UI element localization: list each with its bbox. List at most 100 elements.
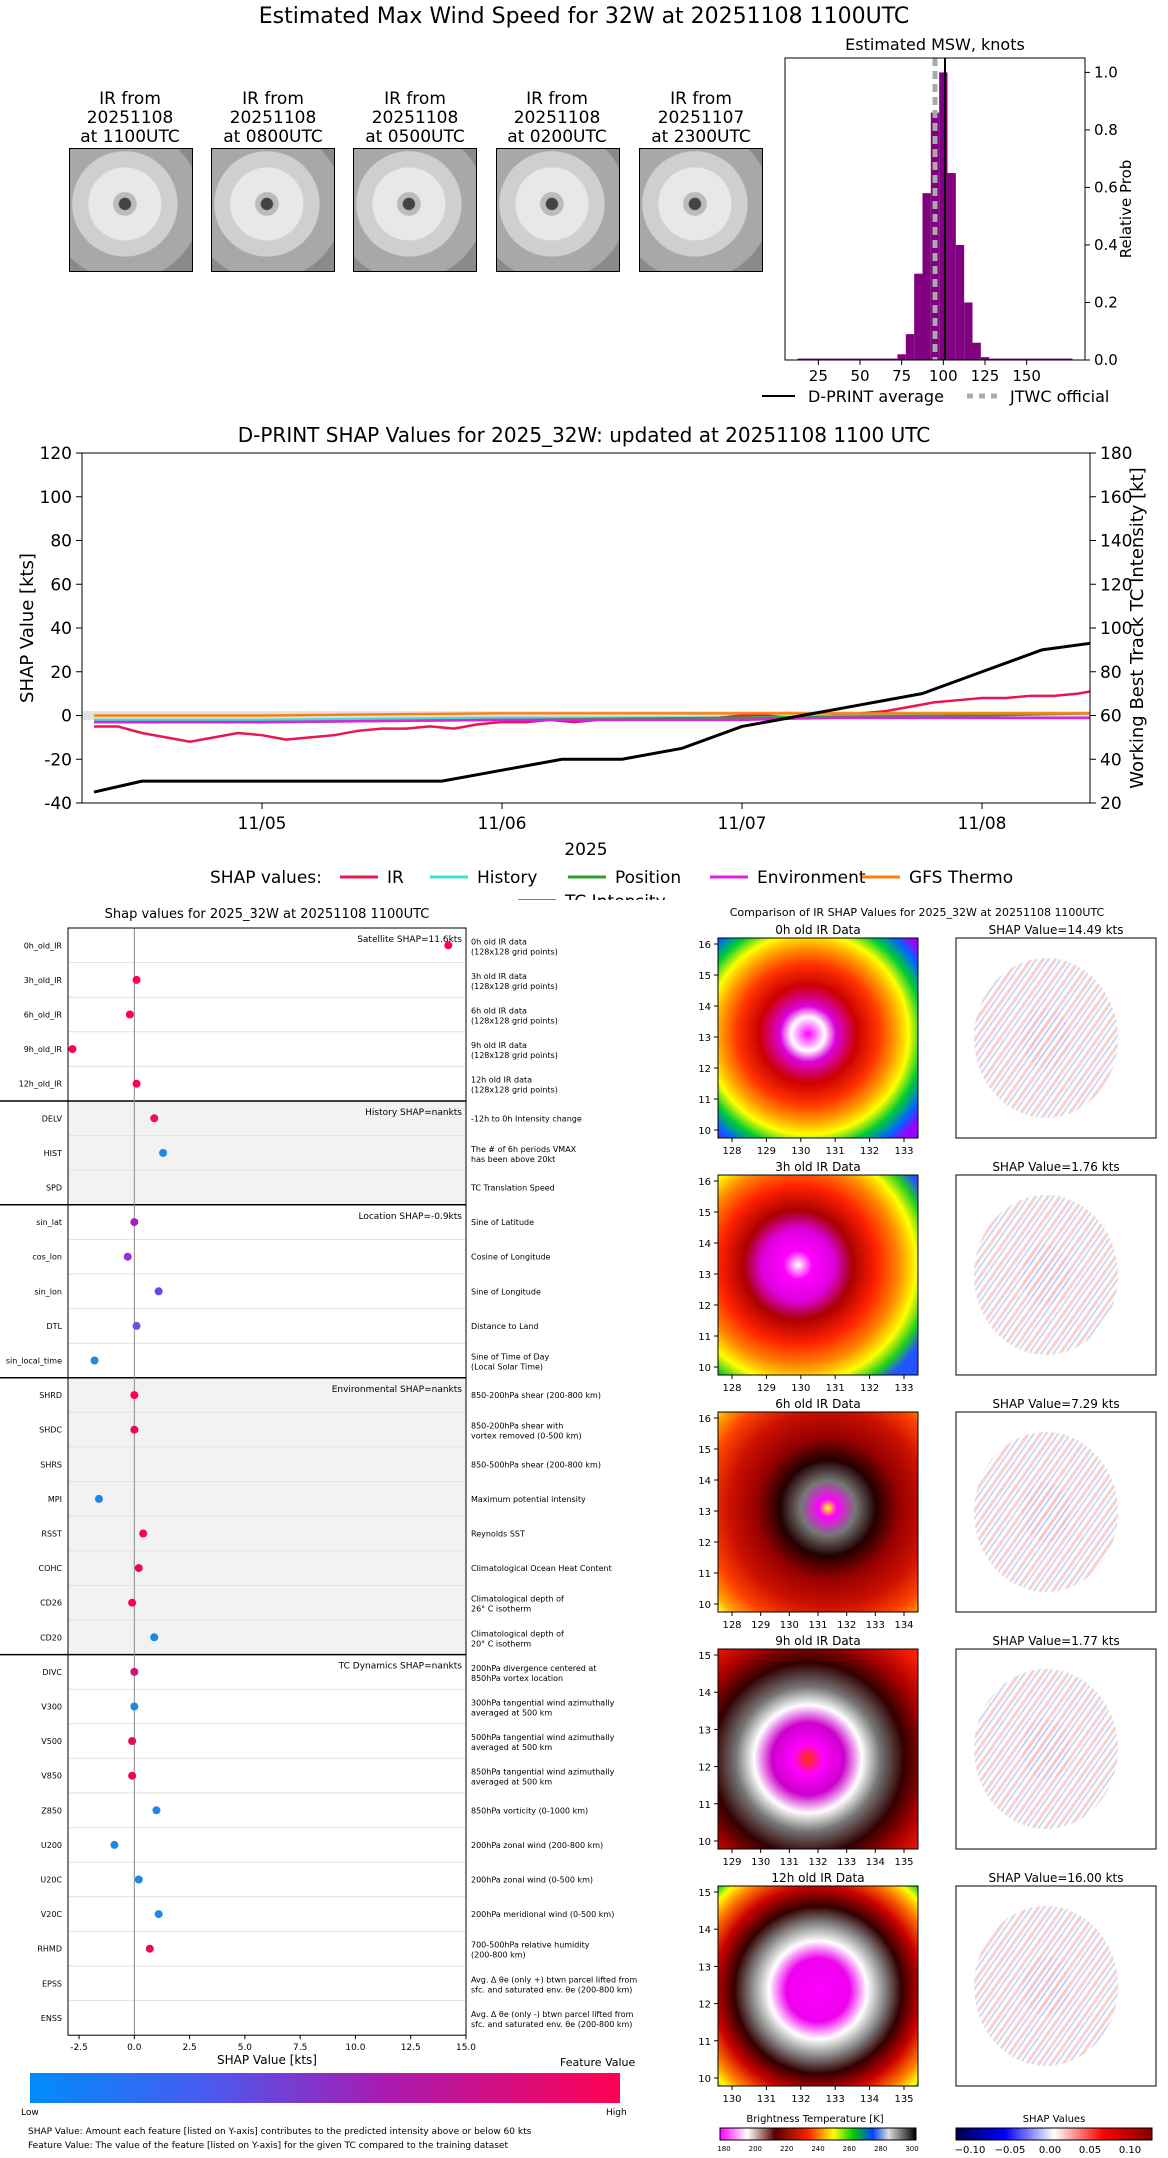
feature-name-label: RHMD [37, 1945, 62, 1954]
histogram-bar [847, 358, 856, 360]
feature-shap-point [128, 1598, 137, 1607]
feature-desc-label: (128x128 grid points) [471, 1051, 558, 1060]
feature-desc-label: Avg. Δ θe (only -) btwn parcel lifted fr… [471, 2010, 634, 2019]
feature-desc-label: 850hPa vortex location [471, 1674, 563, 1683]
shap-panel-title: SHAP Value=14.49 kts [989, 923, 1124, 937]
histogram-bar [889, 358, 898, 360]
ir-compare-title: Comparison of IR SHAP Values for 2025_32… [730, 906, 1105, 919]
shap-panel-core [1022, 1008, 1070, 1068]
feature-desc-label: 700-500hPa relative humidity [471, 1941, 590, 1950]
feature-desc-label: Cosine of Longitude [471, 1253, 551, 1262]
histogram-bar [1022, 358, 1031, 360]
histogram-bar [905, 334, 915, 360]
feature-desc-label: 200hPa zonal wind (0-500 km) [471, 1876, 593, 1885]
feature-chart-title: Shap values for 2025_32W at 20251108 110… [105, 907, 430, 922]
feature-shap-point [94, 1494, 103, 1503]
feature-desc-label: (Local Solar Time) [471, 1363, 543, 1372]
footnote-shap: SHAP Value: Amount each feature [listed … [28, 2127, 532, 2137]
timeseries-title: D-PRINT SHAP Values for 2025_32W: update… [238, 423, 930, 447]
feature-desc-label: 200hPa zonal wind (200-800 km) [471, 1841, 603, 1850]
ir-panel-ytick-label: 16 [698, 1177, 711, 1188]
timeseries-y2tick-label: 20 [1100, 794, 1122, 814]
histogram-bar [947, 173, 956, 360]
histogram-bar [864, 358, 873, 360]
feature-shap-point [130, 1218, 139, 1227]
ir-panel-xtick-label: 130 [780, 1620, 799, 1631]
thumb-caption-line: at 0800UTC [223, 127, 323, 147]
shap-timeseries-chart: D-PRINT SHAP Values for 2025_32W: update… [17, 423, 1148, 900]
thumb-caption-line: at 1100UTC [80, 127, 180, 147]
feature-name-label: sin_lon [34, 1287, 62, 1296]
histogram-bar [897, 354, 906, 360]
histogram-ytick-label: 1.0 [1094, 63, 1118, 81]
thumb-caption-line: IR from [384, 89, 446, 109]
feature-name-label: 6h_old_IR [24, 1011, 63, 1020]
feature-shap-point [132, 1079, 141, 1088]
ir-panel-ytick-label: 10 [698, 1837, 711, 1848]
feature-name-label: HIST [44, 1149, 62, 1158]
feature-name-label: RSST [41, 1530, 62, 1539]
feature-desc-label: sfc. and saturated env. θe (200-800 km) [471, 1985, 632, 1994]
histogram-xtick-label: 75 [892, 367, 911, 385]
histogram-bar [797, 358, 806, 360]
feature-name-label: V20C [41, 1910, 63, 1919]
feature-name-label: U200 [41, 1841, 62, 1850]
thumb-caption: IR from 20251107 at 2300UTC [631, 90, 771, 147]
ir-panel-ytick-label: 15 [698, 1208, 711, 1219]
feature-chart-frame [67, 927, 467, 2036]
feature-group-label: TC Dynamics SHAP=nankts [338, 1662, 463, 1672]
feature-desc-label: 6h old IR data [471, 1007, 527, 1016]
timeseries-ytick-label: 120 [40, 444, 72, 464]
ir-panel-xtick-label: 131 [757, 2094, 776, 2105]
feature-xlabel: SHAP Value [kts] [217, 2053, 317, 2067]
ir-panel-xtick-label: 130 [791, 1383, 810, 1394]
feature-xtick-label: 2.5 [182, 2043, 196, 2053]
histogram-bar [1064, 358, 1073, 360]
thumb-caption-line: 20251108 [86, 108, 174, 128]
feature-name-label: DIVC [42, 1668, 62, 1677]
timeseries-xtick-label: 11/08 [958, 814, 1007, 834]
ir-panel-xtick-label: 133 [826, 2094, 845, 2105]
timeseries-legend-label: History [477, 868, 537, 888]
feature-shap-chart: Shap values for 2025_32W at 20251108 110… [0, 907, 637, 2067]
timeseries-ytick-label: 40 [50, 619, 72, 639]
histogram-bar [964, 302, 973, 360]
bt-colorbar-tick: 240 [811, 2145, 824, 2153]
timeseries-legend-label: Environment [757, 868, 866, 888]
histogram-ytick-label: 0.8 [1094, 121, 1118, 139]
timeseries-y2tick-label: 160 [1100, 488, 1132, 508]
feature-name-label: Z850 [41, 1806, 62, 1815]
ir-panel-ytick-label: 10 [698, 2074, 711, 2085]
feature-name-label: CD20 [40, 1633, 62, 1642]
feature-desc-label: 12h old IR data [471, 1076, 532, 1085]
sv-colorbar-tick: −0.05 [995, 2145, 1026, 2156]
ir-panel-title: 0h old IR Data [775, 923, 861, 937]
feature-shap-point [152, 1806, 161, 1815]
histogram-bar [914, 273, 923, 360]
histogram-bar [1055, 358, 1065, 360]
timeseries-frame [81, 452, 1091, 804]
ir-panel-ytick-label: 13 [698, 1507, 711, 1518]
ir-panel-ytick-label: 15 [698, 1888, 711, 1899]
feature-shap-point [154, 1287, 163, 1296]
timeseries-legend-label: Position [615, 868, 681, 888]
feature-group-label: Environmental SHAP=nankts [332, 1385, 463, 1395]
histogram-title: Estimated MSW, knots [845, 35, 1025, 54]
feature-shap-point [125, 1010, 134, 1019]
ir-panel-xtick-label: 132 [860, 1146, 879, 1157]
feature-shap-point [130, 1667, 139, 1676]
histogram-ytick-label: 0.6 [1094, 178, 1118, 196]
shap-panel-title: SHAP Value=1.77 kts [992, 1634, 1119, 1648]
feature-desc-label: Climatological depth of [471, 1629, 564, 1638]
feature-desc-label: 850-500hPa shear (200-800 km) [471, 1460, 601, 1469]
thumb-caption-line: 20251107 [657, 108, 745, 128]
ir-panel-xtick-label: 129 [757, 1146, 776, 1157]
feature-shap-point [128, 1737, 137, 1746]
ir-panel-ytick-label: 12 [698, 1301, 711, 1312]
feature-xtick-label: 12.5 [401, 2043, 421, 2053]
feature-name-label: cos_lon [32, 1253, 62, 1262]
feature-desc-label: Distance to Land [471, 1322, 539, 1331]
timeseries-xlabel: 2025 [564, 840, 607, 860]
ir-panel-xtick-label: 131 [808, 1620, 827, 1631]
feature-desc-label: sfc. and saturated env. θe (200-800 km) [471, 2020, 632, 2029]
